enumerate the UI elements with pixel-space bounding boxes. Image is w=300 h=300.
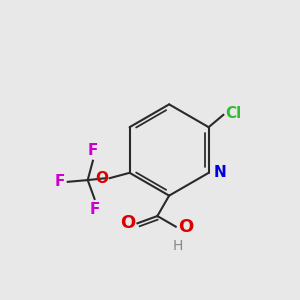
Text: F: F — [88, 143, 98, 158]
Text: Cl: Cl — [226, 106, 242, 121]
Text: F: F — [55, 174, 65, 189]
Text: O: O — [120, 214, 135, 232]
Text: O: O — [178, 218, 193, 236]
Text: H: H — [173, 239, 183, 253]
Text: O: O — [95, 171, 108, 186]
Text: N: N — [214, 165, 227, 180]
Text: F: F — [89, 202, 100, 217]
